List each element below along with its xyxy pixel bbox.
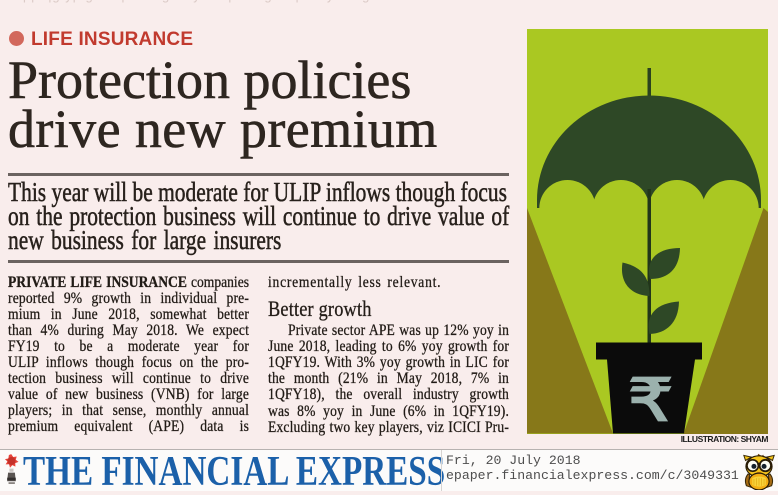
svg-text:₹: ₹	[628, 368, 674, 433]
